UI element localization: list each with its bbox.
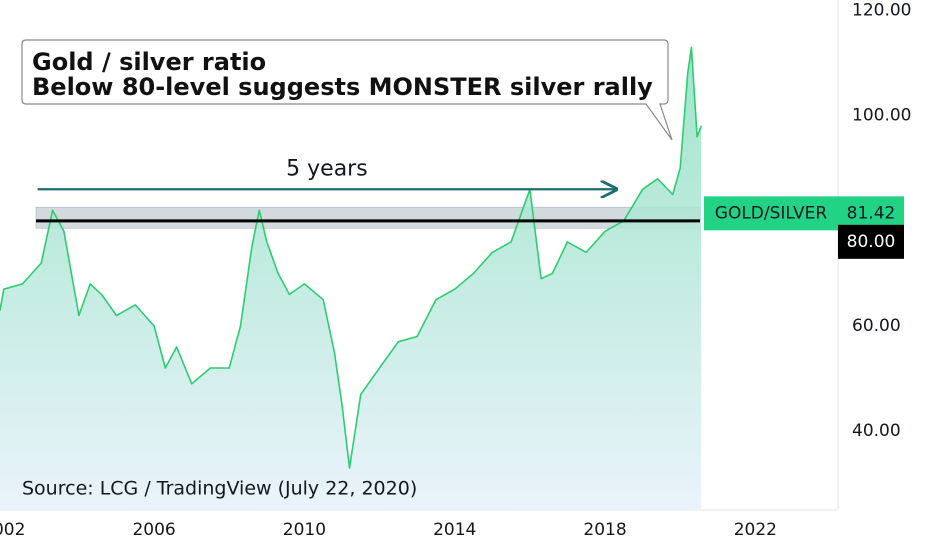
annotation-callout: Gold / silver ratio Below 80-level sugge… — [21, 39, 673, 141]
data-point — [510, 241, 512, 243]
data-point — [239, 325, 242, 327]
data-point — [176, 346, 178, 348]
data-point — [21, 283, 24, 285]
data-point — [89, 283, 91, 285]
data-point — [641, 188, 644, 190]
data-point — [115, 314, 118, 317]
data-point — [566, 241, 569, 243]
data-point — [134, 304, 136, 306]
x-tick-label: 2018 — [583, 520, 626, 540]
data-points — [0, 46, 702, 469]
data-point — [266, 241, 268, 243]
symbol-tag-label: GOLD/SILVER — [715, 203, 828, 223]
symbol-tag-background — [704, 196, 904, 231]
x-tick-label: 2022 — [734, 520, 777, 540]
time-axis: 2002 2006 2010 2014 2018 2022 — [0, 520, 777, 540]
data-point — [63, 230, 65, 232]
data-point — [360, 393, 362, 395]
data-point — [472, 272, 475, 275]
data-point — [540, 278, 542, 280]
level-tag-background — [838, 224, 904, 259]
data-point — [491, 251, 493, 253]
data-point — [52, 209, 54, 211]
symbol-price-tag: GOLD/SILVER 81.42 — [704, 196, 904, 231]
data-point — [322, 299, 324, 301]
data-point — [454, 288, 456, 290]
data-point — [397, 341, 399, 343]
y-tick-label: 100.00 — [852, 106, 911, 126]
symbol-tag-value: 81.42 — [847, 203, 896, 223]
x-tick-label: 2010 — [283, 520, 326, 540]
y-tick-label: 40.00 — [852, 421, 901, 441]
data-point — [657, 178, 659, 180]
x-tick-label: 2014 — [433, 520, 476, 540]
level-price-tag: 80.00 — [838, 224, 904, 259]
data-point — [416, 335, 418, 338]
data-point — [341, 404, 343, 406]
annotation-subtitle: Below 80-level suggests MONSTER silver r… — [32, 73, 653, 101]
data-point — [604, 230, 606, 232]
data-point — [348, 467, 351, 469]
five-years-label: 5 years — [286, 156, 368, 181]
data-point — [333, 351, 336, 353]
data-point — [288, 293, 290, 296]
data-point — [378, 367, 381, 369]
data-point — [164, 367, 166, 369]
x-tick-label: 2002 — [0, 520, 25, 540]
data-point — [78, 314, 80, 317]
data-point — [435, 299, 437, 301]
data-point — [0, 309, 1, 311]
data-point — [585, 251, 587, 253]
x-tick-label: 2006 — [132, 520, 175, 540]
data-point — [191, 383, 193, 385]
data-point — [672, 193, 674, 196]
annotation-title: Gold / silver ratio — [32, 48, 266, 76]
y-tick-label: 120.00 — [852, 1, 911, 21]
data-point — [551, 272, 554, 275]
source-note: Source: LCG / TradingView (July 22, 2020… — [22, 478, 417, 500]
data-point — [251, 246, 253, 248]
data-point — [153, 325, 155, 327]
data-point — [303, 283, 305, 285]
data-point — [258, 209, 260, 211]
level-tag-value: 80.00 — [847, 232, 896, 252]
data-point — [209, 367, 212, 369]
data-point — [687, 73, 689, 75]
data-point — [3, 288, 5, 290]
data-point — [696, 136, 698, 138]
support-zone — [35, 206, 701, 229]
ratio-line — [0, 46, 702, 469]
y-tick-label: 60.00 — [852, 316, 901, 336]
ratio-area — [0, 47, 702, 511]
data-point — [277, 272, 279, 275]
data-point — [700, 125, 702, 127]
data-point — [40, 262, 42, 264]
data-point — [679, 167, 681, 169]
data-point — [690, 46, 693, 48]
data-point — [228, 367, 230, 369]
data-point — [100, 293, 103, 296]
